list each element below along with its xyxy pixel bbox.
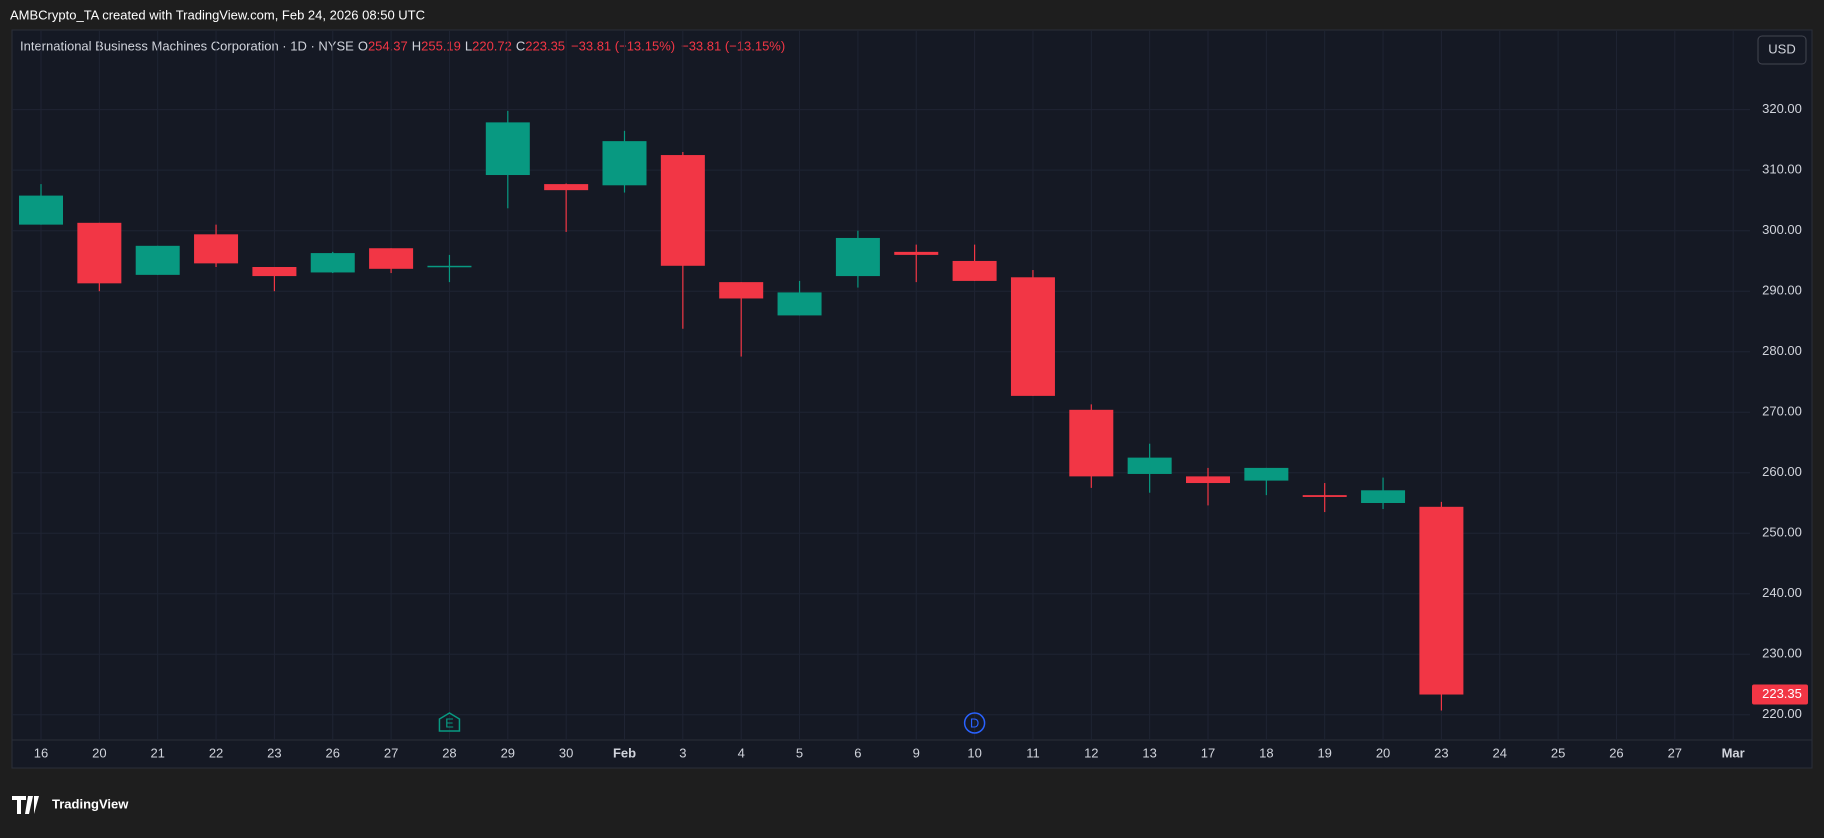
x-tick-label: 16 (34, 745, 48, 760)
last-price-label: 223.35 (1762, 686, 1802, 701)
candle-body (252, 267, 297, 277)
x-tick-label: 23 (267, 745, 281, 760)
x-tick-label: 9 (913, 745, 920, 760)
x-tick-label: 11 (1026, 745, 1040, 760)
candle-body (952, 260, 997, 281)
x-tick-label: 22 (209, 745, 223, 760)
y-tick-label: 290.00 (1762, 283, 1802, 298)
x-tick-label: 25 (1551, 745, 1565, 760)
x-tick-label: 4 (738, 745, 745, 760)
x-tick-label: 29 (501, 745, 515, 760)
x-tick-label: 5 (796, 745, 803, 760)
x-tick-label: 23 (1434, 745, 1448, 760)
x-tick-label: 24 (1493, 745, 1507, 760)
y-tick-label: 260.00 (1762, 464, 1802, 479)
y-tick-label: 300.00 (1762, 222, 1802, 237)
legend-key: C (516, 38, 525, 53)
legend-value: 254.37 (368, 38, 408, 53)
y-tick-label: 310.00 (1762, 162, 1802, 177)
x-tick-label: Mar (1722, 745, 1745, 760)
y-tick-label: 320.00 (1762, 101, 1802, 116)
x-tick-label: 10 (967, 745, 981, 760)
candle-body (77, 222, 122, 284)
y-tick-label: 230.00 (1762, 646, 1802, 661)
candle-body (194, 234, 239, 264)
x-tick-label: 26 (326, 745, 340, 760)
event-marker (963, 712, 986, 734)
x-tick-label: 26 (1609, 745, 1623, 760)
candle-body (427, 265, 472, 268)
x-tick-label: 20 (92, 745, 106, 760)
candle-body (894, 251, 939, 255)
x-tick-label: 30 (559, 745, 573, 760)
logo: TradingView (12, 796, 129, 814)
candle-body (1186, 476, 1230, 484)
x-tick-label: 28 (442, 745, 456, 760)
legend-change: −33.81 (−13.15%) (571, 38, 675, 53)
x-tick-label: 3 (679, 745, 686, 760)
x-tick-label: 13 (1142, 745, 1156, 760)
x-tick-label: 21 (150, 745, 164, 760)
chart-panel (11, 29, 1813, 769)
y-tick-label: 240.00 (1762, 585, 1802, 600)
legend-value: 223.35 (525, 38, 565, 53)
event-label: D (970, 715, 979, 730)
candle-body (660, 155, 705, 266)
legend-key: H (412, 38, 421, 53)
y-tick-label: 250.00 (1762, 525, 1802, 540)
logo-icon (12, 796, 39, 814)
candle-body (369, 248, 414, 269)
candle-body (485, 122, 530, 176)
candle-body (1010, 277, 1055, 396)
header-text: AMBCrypto_TA created with TradingView.co… (10, 7, 425, 22)
candle-body (835, 237, 880, 277)
candle-body (19, 195, 63, 225)
legend-change: −33.81 (−13.15%) (681, 38, 785, 53)
x-tick-label: 19 (1317, 745, 1331, 760)
candle-body (310, 253, 355, 273)
x-tick-label: Feb (613, 745, 636, 760)
candle-body (602, 141, 647, 186)
candle-body (1069, 409, 1114, 477)
legend-value: 220.72 (472, 38, 512, 53)
x-tick-label: 27 (384, 745, 398, 760)
candle-body (135, 245, 180, 275)
currency-label: USD (1768, 41, 1795, 56)
event-label: E (445, 715, 454, 730)
candle-body (1419, 506, 1464, 695)
legend-key: O (358, 38, 368, 53)
event-marker (438, 712, 461, 732)
logo-text: TradingView (52, 796, 129, 811)
candle-body (719, 282, 764, 299)
candle-body (1127, 457, 1172, 474)
x-tick-label: 17 (1201, 745, 1215, 760)
candle-body (777, 292, 822, 316)
legend-value: 255.19 (421, 38, 461, 53)
x-tick-label: 6 (854, 745, 861, 760)
candle-body (1244, 467, 1289, 481)
currency-button[interactable] (1757, 35, 1807, 65)
x-tick-label: 12 (1084, 745, 1098, 760)
x-tick-label: 18 (1259, 745, 1273, 760)
last-price-tag (1752, 684, 1808, 705)
legend-key: L (465, 38, 472, 53)
legend-title: International Business Machines Corporat… (20, 38, 354, 53)
candle-body (1361, 490, 1406, 503)
candle-body (1302, 495, 1347, 497)
y-tick-label: 280.00 (1762, 343, 1802, 358)
y-tick-label: 220.00 (1762, 706, 1802, 721)
x-tick-label: 27 (1668, 745, 1682, 760)
x-tick-label: 20 (1376, 745, 1390, 760)
legend: International Business Machines Corporat… (20, 38, 785, 53)
candle-body (544, 184, 589, 191)
y-tick-label: 270.00 (1762, 404, 1802, 419)
